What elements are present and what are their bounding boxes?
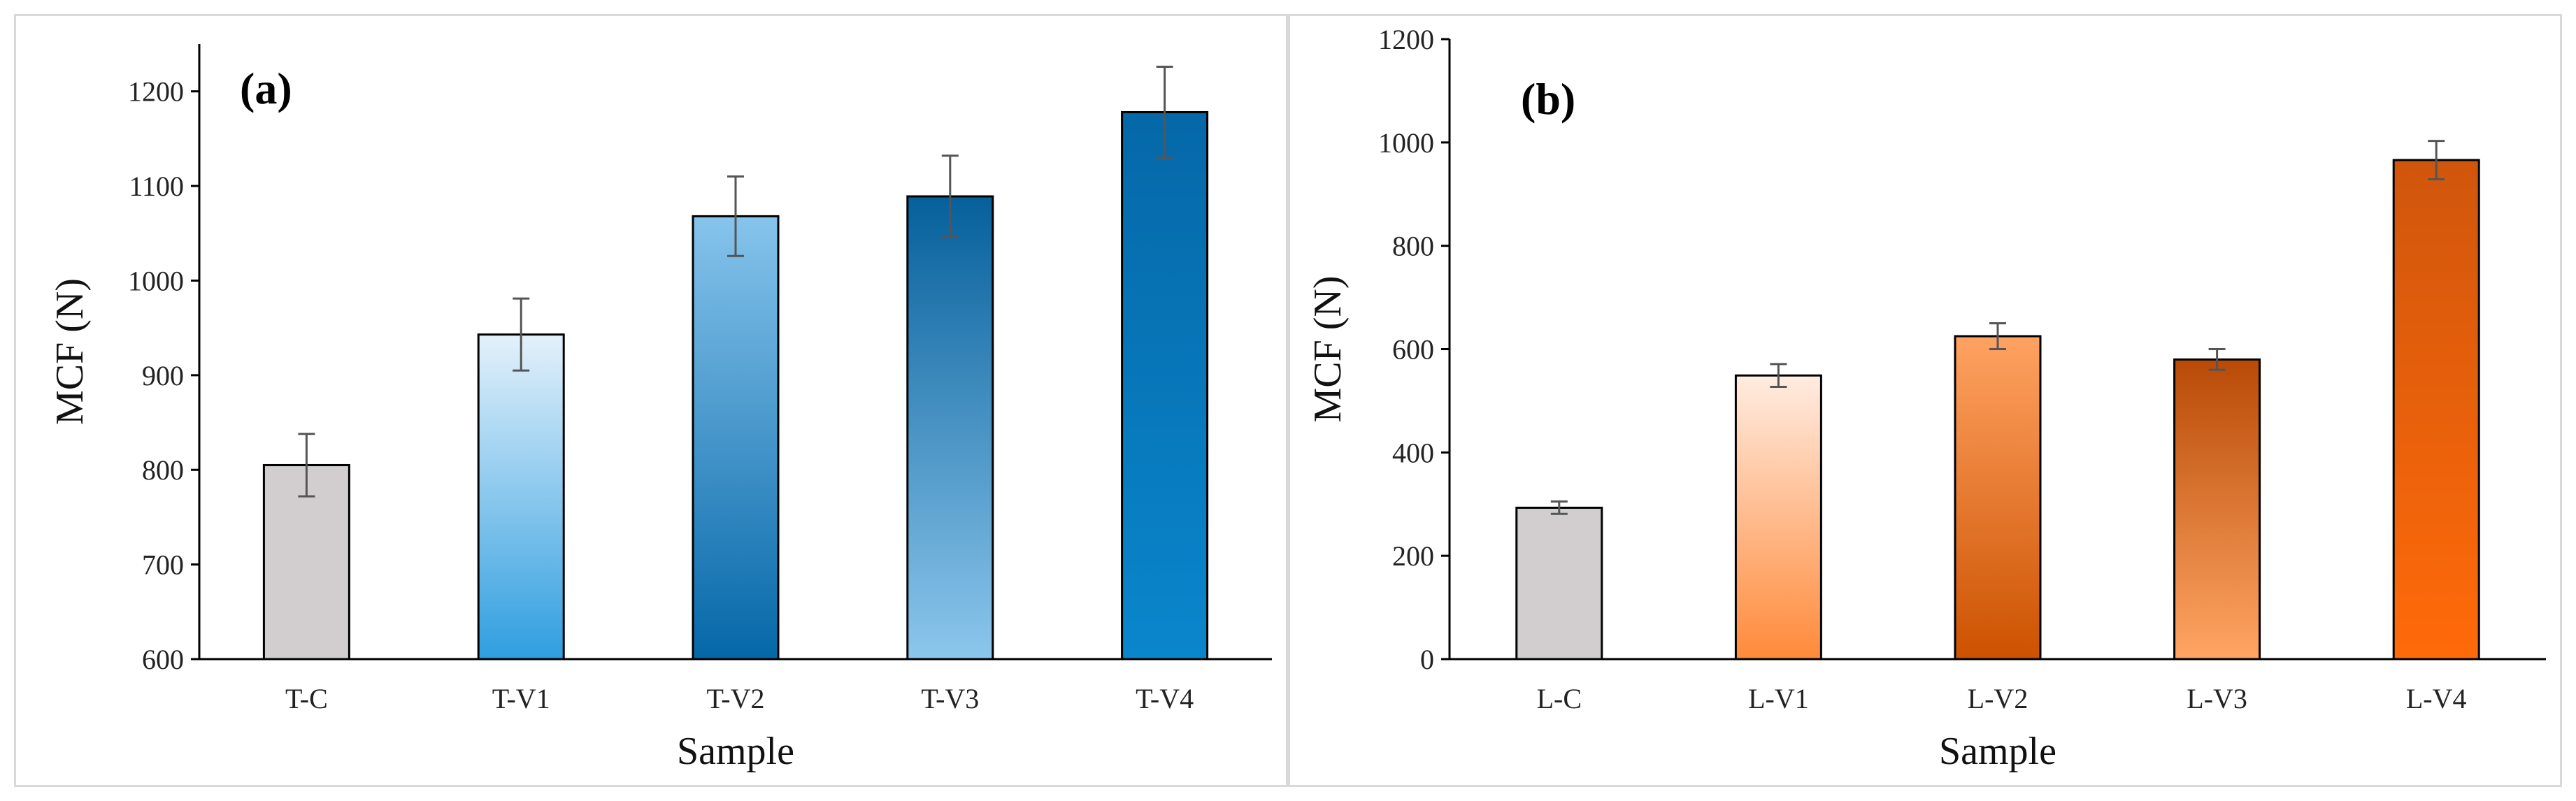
y-tick-label: 1200 [1378, 24, 1434, 55]
x-tick-label: T-V2 [707, 683, 765, 714]
x-tick-label: L-C [1537, 683, 1582, 714]
bar-l-c [1515, 506, 1603, 661]
bar-t-v3 [906, 195, 994, 661]
bar-chart-a: 600 700 800 900 1000 1100 1200 T-C T-V1 T-V2 T-V3 T… [48, 44, 1272, 773]
bar-l-v1 [1734, 374, 1822, 661]
y-tick-label: 600 [1392, 334, 1434, 366]
x-tick-label: T-V1 [492, 683, 550, 714]
bar-t-v4 [1121, 110, 1209, 661]
x-tick-label: L-V4 [2406, 683, 2467, 714]
bar-t-v1 [477, 333, 565, 661]
x-tick-label: T-V4 [1136, 683, 1194, 714]
x-axis-title: Sample [1939, 730, 2056, 773]
y-tick-label: 1000 [1378, 127, 1434, 159]
y-axis-title: MCF (N) [1306, 275, 1350, 422]
bar-t-v2 [692, 215, 780, 661]
y-tick-label: 800 [142, 454, 184, 486]
chart-panel-b: 0 200 400 600 800 1000 1200 L-C L-V1 L-V2 L-V3 L-V4… [1288, 14, 2562, 787]
x-tick-label: T-V3 [921, 683, 979, 714]
y-tick-label: 1200 [128, 76, 184, 108]
x-axis-title: Sample [677, 730, 794, 773]
chart-panel-a: 600 700 800 900 1000 1100 1200 T-C T-V1 T-V2 T-V3 T… [14, 14, 1288, 787]
bar-chart-b: 0 200 400 600 800 1000 1200 L-C L-V1 L-V2 L-V3 L-V4… [1306, 24, 2546, 773]
x-tick-label: T-C [285, 683, 328, 714]
panel-label: (a) [240, 64, 292, 113]
y-tick-label: 1100 [129, 171, 184, 202]
y-tick-label: 700 [142, 549, 184, 581]
y-tick-label: 200 [1392, 540, 1434, 572]
y-tick-label: 600 [142, 644, 184, 675]
y-tick-label: 0 [1420, 644, 1434, 675]
y-tick-label: 1000 [128, 265, 184, 296]
panel-label: (b) [1521, 74, 1575, 124]
x-tick-label: L-V1 [1748, 683, 1809, 714]
bar-l-v2 [1954, 335, 2042, 661]
y-tick-label: 800 [1392, 231, 1434, 262]
x-tick-label: L-V3 [2187, 683, 2247, 714]
bar-t-c [262, 463, 350, 661]
y-tick-label: 400 [1392, 437, 1434, 468]
x-tick-label: L-V2 [1968, 683, 2028, 714]
y-tick-label: 900 [142, 360, 184, 391]
bar-l-v4 [2392, 159, 2480, 661]
y-axis-title: MCF (N) [48, 278, 92, 425]
bar-l-v3 [2173, 358, 2261, 661]
